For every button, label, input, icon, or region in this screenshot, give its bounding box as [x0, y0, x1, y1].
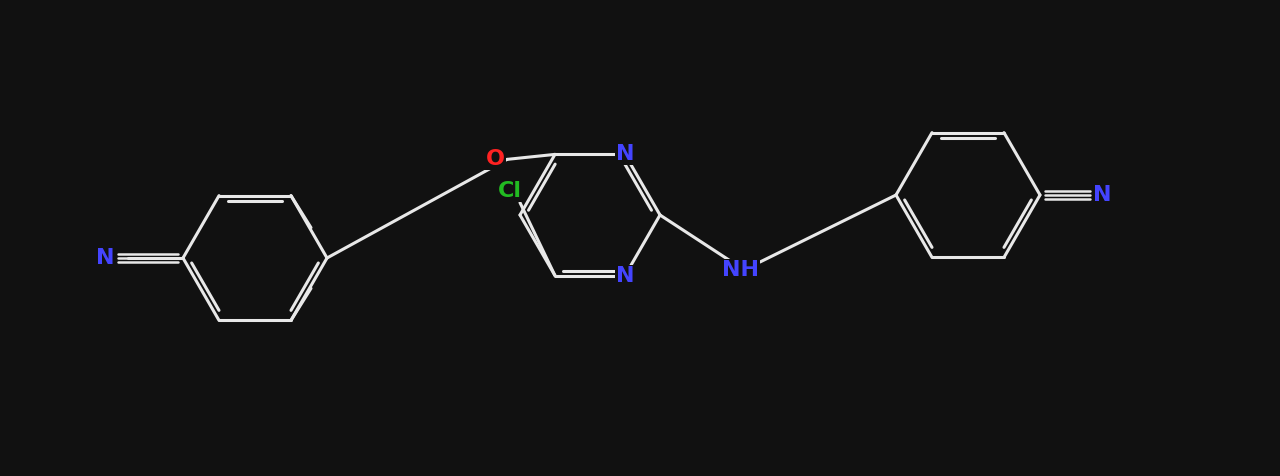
Text: N: N [1093, 185, 1111, 205]
Text: N: N [616, 266, 635, 286]
Text: N: N [616, 144, 635, 164]
Text: O: O [485, 149, 504, 169]
Text: Cl: Cl [498, 180, 522, 200]
Text: NH: NH [722, 260, 759, 280]
Text: N: N [96, 248, 114, 268]
